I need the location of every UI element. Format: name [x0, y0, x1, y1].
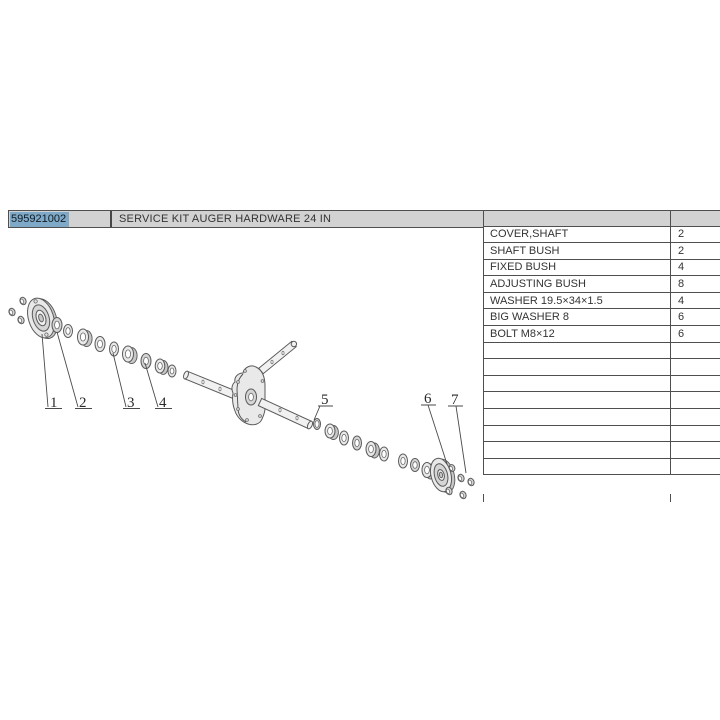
part-qty-cell — [670, 358, 720, 376]
part-number-cell[interactable]: 595921002 — [9, 211, 112, 227]
kit-title-bar: 595921002 SERVICE KIT AUGER HARDWARE 24 … — [8, 210, 483, 228]
drive-shaft-upper — [258, 340, 298, 375]
cover-shaft-right — [429, 457, 456, 493]
callout-1: 1 — [50, 395, 58, 411]
table-row-empty — [483, 457, 720, 476]
part-name-cell: WASHER 19.5×34×1.5 — [483, 291, 671, 310]
part-name-cell: ADJUSTING BUSH — [483, 275, 671, 293]
callout-3: 3 — [127, 395, 135, 411]
part-name-cell — [483, 457, 671, 476]
washer-19-5 — [313, 418, 321, 430]
part-qty-cell: 4 — [670, 291, 720, 310]
table-row: BOLT M8×12 6 — [483, 325, 720, 343]
fixed-bush — [77, 328, 93, 348]
part-name-cell — [483, 358, 671, 376]
part-qty-cell: 8 — [670, 275, 720, 293]
part-name-cell: COVER,SHAFT — [483, 225, 671, 244]
table-row: COVER,SHAFT 2 — [483, 225, 720, 244]
part-name-cell — [483, 424, 671, 443]
parts-table-body: COVER,SHAFT 2 SHAFT BUSH 2 FIXED BUSH 4 ADJUST… — [483, 210, 720, 476]
callout-5: 5 — [321, 392, 329, 408]
right-bolts-group — [445, 464, 475, 500]
table-header-name — [483, 210, 671, 227]
table-border-stub-divider — [670, 494, 671, 502]
table-row-empty — [483, 374, 720, 393]
table-row-empty — [483, 424, 720, 443]
table-row: WASHER 19.5×34×1.5 4 — [483, 291, 720, 310]
callout-2: 2 — [79, 395, 87, 411]
part-qty-cell — [670, 341, 720, 360]
part-qty-cell — [670, 457, 720, 476]
callout-7: 7 — [451, 392, 459, 408]
part-number-highlighted[interactable]: 595921002 — [10, 211, 70, 227]
callout-numbers: 1 2 3 4 5 6 7 — [50, 391, 459, 411]
callout-4: 4 — [159, 395, 167, 411]
table-row: ADJUSTING BUSH 8 — [483, 275, 720, 293]
callout-6: 6 — [424, 391, 432, 407]
table-row-empty — [483, 441, 720, 459]
table-header-row — [483, 210, 720, 227]
part-name-cell — [483, 374, 671, 393]
part-name-cell — [483, 341, 671, 360]
right-bushing-train — [313, 418, 436, 480]
shaft-bush — [51, 317, 63, 333]
part-name-cell: FIXED BUSH — [483, 258, 671, 277]
table-row-empty — [483, 358, 720, 376]
part-qty-cell: 6 — [670, 308, 720, 327]
part-qty-cell — [670, 408, 720, 426]
part-qty-cell — [670, 391, 720, 410]
left-bushing-train — [51, 317, 177, 378]
auger-shaft-left — [183, 370, 243, 402]
cover-shaft-left — [27, 297, 58, 339]
table-border-stub-left — [483, 494, 484, 502]
auger-shaft-right — [257, 397, 314, 430]
callout-leaders — [41, 331, 467, 474]
part-qty-cell: 6 — [670, 325, 720, 343]
part-qty-cell — [670, 441, 720, 459]
part-qty-cell: 2 — [670, 225, 720, 244]
adjusting-bush — [122, 345, 138, 365]
table-row-empty — [483, 341, 720, 360]
parts-table: COVER,SHAFT 2 SHAFT BUSH 2 FIXED BUSH 4 ADJUST… — [483, 210, 720, 476]
table-row: FIXED BUSH 4 — [483, 258, 720, 277]
kit-description: SERVICE KIT AUGER HARDWARE 24 IN — [119, 213, 332, 225]
part-name-cell: BOLT M8×12 — [483, 325, 671, 343]
part-name-cell — [483, 441, 671, 459]
gearbox-housing — [231, 365, 266, 426]
part-qty-cell — [670, 374, 720, 393]
